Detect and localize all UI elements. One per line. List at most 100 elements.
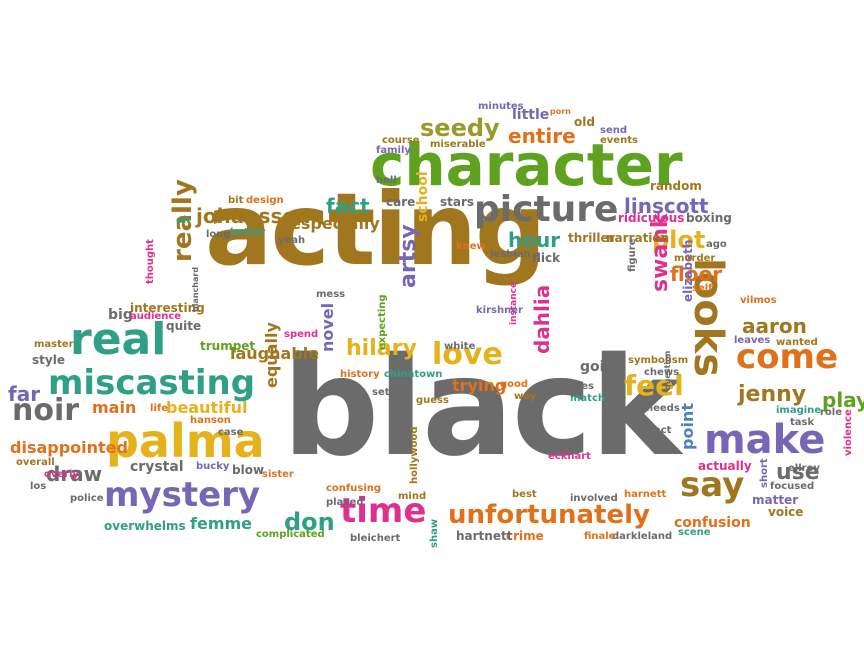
word-quite: quite (166, 319, 202, 333)
word-porn: porn (550, 107, 571, 116)
word-finale: finale (584, 531, 616, 542)
word-crystal: crystal (130, 459, 184, 475)
word-big: big (108, 307, 133, 323)
word-focused: focused (770, 481, 815, 492)
word-chinatown: chinatown (384, 369, 443, 380)
word-ridiculous: ridiculous (618, 211, 685, 225)
word-little: little (512, 107, 550, 123)
word-artsy: artsy (396, 224, 421, 288)
word-fact: fact (326, 194, 370, 218)
word-narration: narration (606, 231, 670, 245)
word-yeah: yeah (278, 235, 306, 246)
word-family: family (376, 145, 411, 156)
word-crime: crime (506, 529, 544, 543)
word-floor: floor (670, 262, 723, 286)
word-good: good (500, 379, 529, 390)
word-don: don (284, 508, 335, 536)
word-stars: stars (440, 195, 475, 209)
word-entire: entire (508, 124, 576, 148)
word-question: question (663, 350, 672, 390)
word-miserable: miserable (430, 139, 486, 150)
word-master: master (34, 339, 74, 350)
word-overall: overall (16, 457, 55, 468)
word-way: way (514, 391, 537, 402)
word-hour: hour (508, 228, 561, 252)
word-overwhelms: overwhelms (104, 519, 186, 533)
word-imagine: imagine (776, 405, 822, 416)
word-eckhart: eckhart (548, 451, 591, 462)
word-beautiful: beautiful (166, 398, 248, 417)
word-feel: feel (624, 369, 684, 402)
word-trumpet: trumpet (200, 339, 256, 353)
word-better: better (230, 227, 266, 238)
word-movies: movies (554, 381, 594, 392)
word-set: set (372, 387, 390, 398)
word-femme: femme (190, 514, 253, 533)
word-short: short (759, 458, 770, 488)
word-instance: instance (509, 281, 519, 325)
word-expecting: expecting (377, 294, 388, 350)
word-hollywood: hollywood (409, 426, 420, 485)
word-history: history (340, 369, 380, 380)
word-scene: scene (678, 527, 711, 538)
word-black: black (282, 329, 681, 487)
word-aaron: aaron (742, 314, 807, 338)
word-linscott: linscott (624, 194, 709, 218)
word-match: match (570, 393, 605, 404)
word-disappointed: disappointed (10, 438, 128, 457)
word-design: design (246, 195, 284, 206)
word-novel: novel (318, 302, 337, 352)
word-main: main (92, 398, 137, 417)
word-interesting: interesting (130, 301, 205, 315)
word-blanchard: blanchard (191, 266, 200, 312)
word-going: going (580, 359, 625, 375)
word-played: played (326, 497, 364, 508)
word-thriller: thriller (568, 231, 615, 245)
word-sister: sister (262, 469, 294, 480)
word-knew: knew (456, 241, 486, 252)
word-noir: noir (12, 393, 80, 428)
word-come: come (736, 337, 838, 377)
word-figure: figure (627, 238, 638, 272)
word-hartnett: hartnett (456, 529, 513, 543)
word-make: make (704, 417, 826, 463)
word-wanted: wanted (776, 337, 818, 348)
word-school: school (415, 171, 431, 222)
word-character: character (370, 131, 683, 199)
word-events: events (600, 135, 638, 146)
word-bleichert: bleichert (350, 533, 401, 544)
word-overly: overly (44, 469, 80, 480)
word-real: real (70, 314, 167, 365)
word-involved: involved (570, 493, 618, 504)
word-johansson: johansson (196, 204, 311, 228)
word-far: far (8, 382, 41, 406)
word-palma: palma (106, 414, 265, 468)
word-bit: bit (228, 195, 244, 206)
word-oh: oh (176, 215, 190, 226)
word-time: time (340, 491, 427, 531)
word-unfortunately: unfortunately (448, 500, 650, 530)
word-swank: swank (648, 213, 673, 292)
word-play: play (822, 388, 864, 412)
word-old: old (574, 115, 595, 129)
word-harnett: harnett (624, 489, 667, 500)
word-kirshner: kirshner (476, 305, 523, 316)
word-ago: ago (706, 239, 727, 250)
word-chews: chews (644, 367, 680, 378)
word-random: random (650, 179, 702, 193)
word-white: white (444, 341, 476, 352)
word-voice: voice (768, 505, 804, 519)
word-trying: trying (452, 376, 507, 395)
word-violence: violence (843, 409, 854, 456)
word-blow: blow (232, 463, 265, 477)
word-love: love (432, 337, 503, 372)
word-seedy: seedy (420, 114, 500, 142)
word-miscasting: miscasting (48, 363, 256, 403)
word-role: role (820, 407, 843, 418)
word-murder: murder (674, 253, 716, 264)
word-hanson: hanson (190, 415, 231, 426)
word-point: point (678, 403, 697, 450)
word-leaves: leaves (734, 335, 771, 346)
word-darkleland: darkleland (612, 531, 673, 542)
word-minutes: minutes (478, 101, 524, 112)
